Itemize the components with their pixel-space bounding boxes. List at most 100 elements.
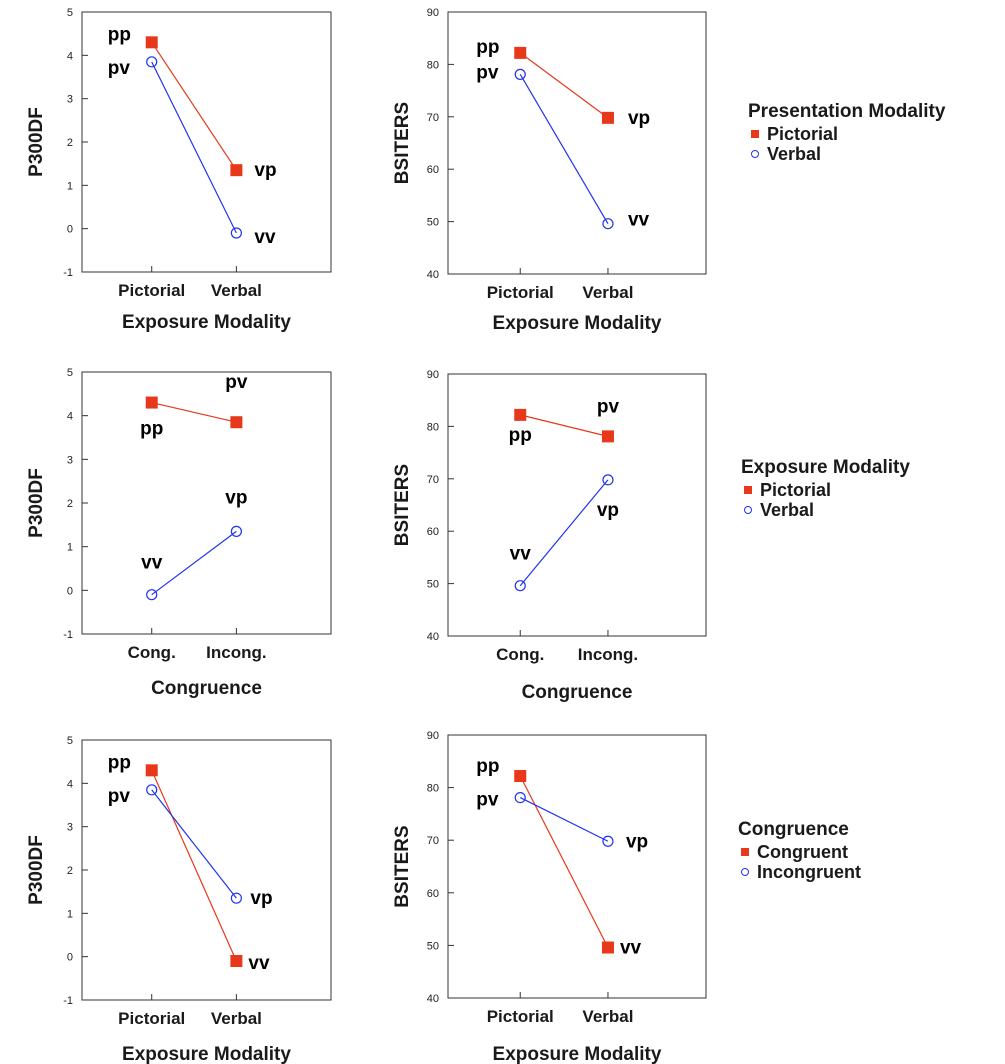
point-label: vv <box>628 210 650 231</box>
series-line <box>151 770 237 962</box>
point-label: pv <box>476 790 499 811</box>
x-category-label: Incong. <box>206 643 266 662</box>
y-axis-title: P300DF <box>26 107 47 177</box>
point-label: pp <box>140 419 163 440</box>
y-tick-label: 60 <box>427 526 439 538</box>
data-point-circle <box>514 68 526 80</box>
series-line <box>519 52 609 119</box>
x-axis-title: Exposure Modality <box>493 1044 662 1064</box>
data-point-circle <box>230 525 242 537</box>
legend-label: Pictorial <box>767 124 839 144</box>
point-label: pp <box>476 756 499 777</box>
data-point-square <box>601 430 614 443</box>
blue-circle-icon <box>744 506 752 514</box>
red-square-icon <box>751 130 759 138</box>
y-axis-title: P300DF <box>26 468 47 538</box>
data-point-circle <box>146 784 158 796</box>
data-point-circle <box>146 589 158 601</box>
point-label: vp <box>628 108 650 129</box>
legend-title: Congruence <box>738 819 849 840</box>
point-label: vp <box>597 500 619 521</box>
legend-congruence: Congruence Congruent Incongruent <box>738 818 861 882</box>
y-tick-label: 2 <box>67 137 73 149</box>
point-label: vv <box>510 544 532 565</box>
data-point-square <box>230 955 243 967</box>
y-tick-label: 4 <box>67 778 73 790</box>
point-label: vp <box>250 888 272 909</box>
y-tick-label: -1 <box>63 629 73 641</box>
x-category-label: Verbal <box>211 1009 262 1028</box>
series-line <box>519 797 609 842</box>
series-line <box>519 479 609 587</box>
y-tick-label: 40 <box>427 631 439 643</box>
plot-frame <box>81 11 332 273</box>
legend-label: Verbal <box>767 144 822 164</box>
series-line <box>519 775 609 948</box>
y-tick-label: 40 <box>427 993 439 1005</box>
legend-label: Pictorial <box>760 480 832 500</box>
y-tick-label: -1 <box>63 995 73 1007</box>
y-tick-label: 1 <box>67 542 73 554</box>
y-tick-label: 5 <box>67 367 73 379</box>
y-tick-label: 4 <box>67 411 73 423</box>
y-tick-label: 1 <box>67 180 73 192</box>
y-tick-label: 90 <box>427 7 439 19</box>
x-category-label: Verbal <box>582 1007 633 1026</box>
data-point-square <box>145 36 158 49</box>
point-label: vv <box>620 938 642 959</box>
point-label: vp <box>225 487 247 508</box>
y-tick-label: 50 <box>427 217 439 229</box>
point-label: vv <box>254 227 276 248</box>
y-tick-label: 2 <box>67 498 73 510</box>
red-square-icon <box>741 848 749 856</box>
y-tick-label: -1 <box>63 267 73 279</box>
y-tick-label: 90 <box>427 369 439 381</box>
y-tick-label: 0 <box>67 224 73 236</box>
y-tick-label: 0 <box>67 952 73 964</box>
y-tick-label: 5 <box>67 7 73 19</box>
y-tick-label: 50 <box>427 940 439 952</box>
x-category-label: Incong. <box>578 645 638 664</box>
data-point-square <box>514 408 527 421</box>
data-point-square <box>514 770 527 783</box>
legend-item: Congruent <box>738 842 861 862</box>
legend-title: Presentation Modality <box>748 101 946 122</box>
series-line <box>520 414 609 437</box>
x-category-label: Cong. <box>496 645 544 664</box>
series-line <box>151 401 237 423</box>
series-line <box>151 789 237 899</box>
data-point-circle <box>602 835 614 847</box>
legend-exposure-modality: Exposure Modality Pictorial Verbal <box>741 456 910 520</box>
data-point-circle <box>514 580 526 592</box>
y-tick-label: 80 <box>427 59 439 71</box>
y-tick-label: 70 <box>427 112 439 124</box>
x-category-label: Pictorial <box>118 1009 185 1028</box>
y-tick-label: 60 <box>427 164 439 176</box>
point-label: pp <box>476 37 499 58</box>
y-tick-label: 0 <box>67 585 73 597</box>
point-label: pp <box>108 24 131 45</box>
y-tick-label: 3 <box>67 822 73 834</box>
data-point-square <box>145 396 158 409</box>
y-tick-label: 5 <box>67 735 73 747</box>
data-point-circle <box>230 227 242 239</box>
series-line <box>151 61 237 234</box>
legend-title: Exposure Modality <box>741 457 910 478</box>
red-square-icon <box>744 486 752 494</box>
data-point-circle <box>146 56 158 68</box>
point-label: vv <box>141 553 163 574</box>
point-label: pv <box>476 62 499 83</box>
point-label: pp <box>108 752 131 773</box>
series-line <box>519 74 609 224</box>
y-tick-label: 3 <box>67 454 73 466</box>
legend-item: Pictorial <box>748 124 945 144</box>
y-tick-label: 90 <box>427 730 439 742</box>
point-label: vp <box>254 160 276 181</box>
legend-label: Incongruent <box>757 862 861 882</box>
point-label: vp <box>626 831 648 852</box>
x-category-label: Pictorial <box>487 283 554 302</box>
legend-label: Verbal <box>760 500 815 520</box>
x-category-label: Verbal <box>582 283 633 302</box>
data-point-circle <box>514 791 526 804</box>
